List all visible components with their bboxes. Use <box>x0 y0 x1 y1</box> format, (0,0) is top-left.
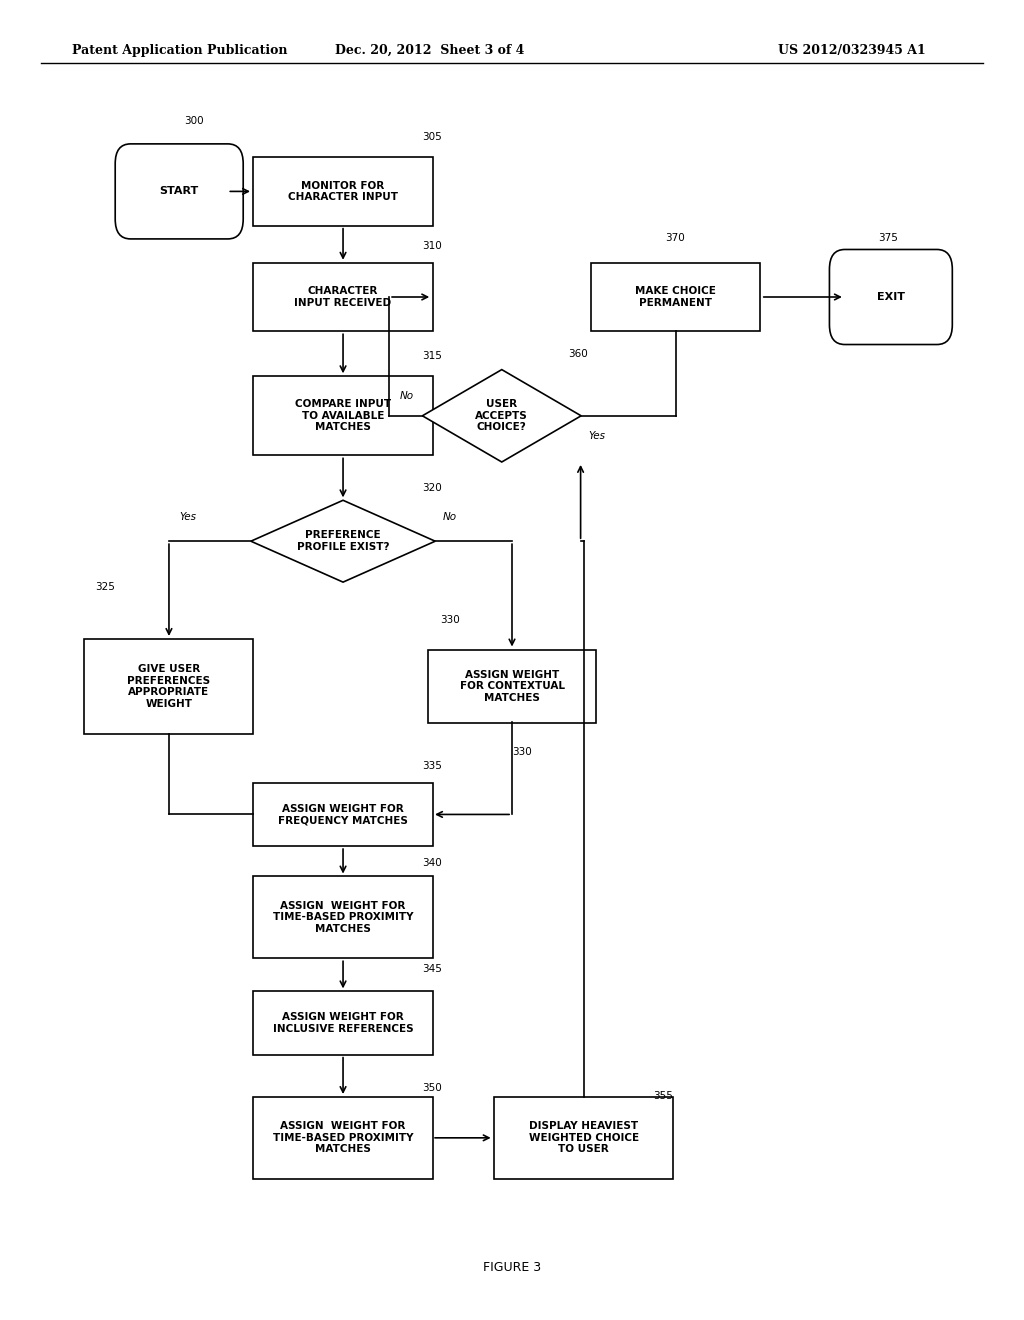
Text: 330: 330 <box>512 747 531 758</box>
Text: EXIT: EXIT <box>877 292 905 302</box>
Text: 340: 340 <box>422 858 441 869</box>
FancyBboxPatch shape <box>254 1097 432 1179</box>
Text: DISPLAY HEAVIEST
WEIGHTED CHOICE
TO USER: DISPLAY HEAVIEST WEIGHTED CHOICE TO USER <box>528 1121 639 1155</box>
Text: Yes: Yes <box>589 430 606 441</box>
Text: ASSIGN WEIGHT FOR
INCLUSIVE REFERENCES: ASSIGN WEIGHT FOR INCLUSIVE REFERENCES <box>272 1012 414 1034</box>
Text: GIVE USER
PREFERENCES
APPROPRIATE
WEIGHT: GIVE USER PREFERENCES APPROPRIATE WEIGHT <box>127 664 211 709</box>
Text: 310: 310 <box>422 240 441 251</box>
Text: ASSIGN WEIGHT
FOR CONTEXTUAL
MATCHES: ASSIGN WEIGHT FOR CONTEXTUAL MATCHES <box>460 669 564 704</box>
Text: 330: 330 <box>440 615 460 626</box>
Polygon shape <box>422 370 582 462</box>
Text: CHARACTER
INPUT RECEIVED: CHARACTER INPUT RECEIVED <box>295 286 391 308</box>
Text: 375: 375 <box>879 232 898 243</box>
Text: PREFERENCE
PROFILE EXIST?: PREFERENCE PROFILE EXIST? <box>297 531 389 552</box>
Text: Yes: Yes <box>179 512 197 523</box>
Text: 345: 345 <box>422 964 441 974</box>
Text: 305: 305 <box>422 132 441 143</box>
FancyBboxPatch shape <box>254 876 432 958</box>
FancyBboxPatch shape <box>829 249 952 345</box>
Text: 315: 315 <box>422 351 441 362</box>
FancyBboxPatch shape <box>254 376 432 455</box>
Text: 335: 335 <box>422 760 441 771</box>
FancyBboxPatch shape <box>494 1097 674 1179</box>
Text: 300: 300 <box>184 116 204 127</box>
Text: FIGURE 3: FIGURE 3 <box>483 1261 541 1274</box>
FancyBboxPatch shape <box>254 991 432 1055</box>
Text: 320: 320 <box>422 483 441 494</box>
Text: No: No <box>442 512 457 523</box>
Text: MAKE CHOICE
PERMANENT: MAKE CHOICE PERMANENT <box>636 286 716 308</box>
FancyBboxPatch shape <box>115 144 244 239</box>
Text: 350: 350 <box>422 1082 441 1093</box>
Text: No: No <box>399 391 414 401</box>
Text: 355: 355 <box>653 1090 673 1101</box>
FancyBboxPatch shape <box>254 157 432 226</box>
Text: MONITOR FOR
CHARACTER INPUT: MONITOR FOR CHARACTER INPUT <box>288 181 398 202</box>
Text: ASSIGN WEIGHT FOR
FREQUENCY MATCHES: ASSIGN WEIGHT FOR FREQUENCY MATCHES <box>279 804 408 825</box>
Text: ASSIGN  WEIGHT FOR
TIME-BASED PROXIMITY
MATCHES: ASSIGN WEIGHT FOR TIME-BASED PROXIMITY M… <box>272 1121 414 1155</box>
FancyBboxPatch shape <box>254 263 432 331</box>
Text: ASSIGN  WEIGHT FOR
TIME-BASED PROXIMITY
MATCHES: ASSIGN WEIGHT FOR TIME-BASED PROXIMITY M… <box>272 900 414 935</box>
Text: COMPARE INPUT
TO AVAILABLE
MATCHES: COMPARE INPUT TO AVAILABLE MATCHES <box>295 399 391 433</box>
Text: 325: 325 <box>95 582 115 593</box>
FancyBboxPatch shape <box>254 783 432 846</box>
Text: Dec. 20, 2012  Sheet 3 of 4: Dec. 20, 2012 Sheet 3 of 4 <box>336 44 524 57</box>
FancyBboxPatch shape <box>592 263 760 331</box>
Text: USER
ACCEPTS
CHOICE?: USER ACCEPTS CHOICE? <box>475 399 528 433</box>
Text: START: START <box>160 186 199 197</box>
Text: US 2012/0323945 A1: US 2012/0323945 A1 <box>778 44 926 57</box>
Text: 360: 360 <box>568 348 588 359</box>
Text: Patent Application Publication: Patent Application Publication <box>72 44 287 57</box>
Text: 370: 370 <box>666 232 685 243</box>
Polygon shape <box>251 500 435 582</box>
FancyBboxPatch shape <box>84 639 254 734</box>
FancyBboxPatch shape <box>428 651 596 723</box>
